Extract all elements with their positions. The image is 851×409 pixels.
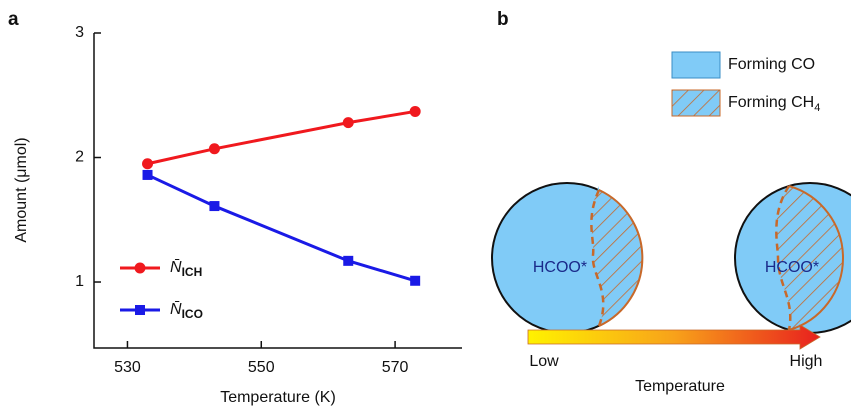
boundary	[775, 185, 792, 331]
axis-frame	[93, 33, 462, 349]
marker	[410, 275, 421, 286]
legend-label: N̄ICO	[170, 301, 203, 321]
legend-name: N̄	[170, 301, 182, 318]
legend-name: N̄	[170, 259, 182, 276]
line-chart: a Amount (μmol) Temperature (K) 1 2 3 530 55…	[8, 9, 462, 406]
series-line	[147, 109, 416, 166]
marker	[142, 158, 154, 170]
boundary	[590, 189, 605, 327]
legend-swatch	[671, 89, 721, 117]
x-tick-label: 530	[114, 359, 141, 376]
y-axis-label: Amount (μmol)	[13, 137, 30, 242]
circle-label: HCOO*	[765, 259, 819, 276]
legend-marker	[134, 262, 146, 274]
marker	[142, 169, 153, 180]
marker	[409, 105, 421, 117]
legend-label: Forming CO	[728, 56, 815, 73]
temperature-arrow	[527, 324, 821, 350]
marker	[208, 143, 220, 155]
arrow-label: Temperature	[635, 378, 725, 395]
circle-label: HCOO*	[533, 259, 587, 276]
ch4-region	[591, 186, 643, 326]
legend-swatch	[671, 51, 721, 79]
legend-label: N̄ICH	[170, 259, 202, 279]
marker	[343, 255, 354, 266]
series-line	[146, 173, 416, 283]
marker	[209, 201, 220, 212]
x-axis-label: Temperature (K)	[220, 389, 336, 406]
diagram: b Forming CO Forming CH4 HCOO* HCOO* Low…	[491, 9, 851, 395]
arrow-end-label: High	[790, 353, 823, 370]
y-tick-label: 1	[75, 273, 84, 290]
marker	[342, 117, 354, 129]
legend-subscript: ICH	[182, 265, 203, 279]
arrow-start-label: Low	[529, 353, 559, 370]
panel-label: a	[8, 9, 19, 30]
ch4-region	[776, 186, 844, 330]
region-edge	[788, 185, 844, 331]
y-tick-label: 2	[75, 149, 84, 166]
region-edge	[598, 189, 644, 327]
y-tick-label: 3	[75, 24, 84, 41]
panel-label: b	[497, 9, 509, 30]
x-tick-label: 550	[248, 359, 275, 376]
legend-subscript: ICO	[182, 307, 203, 321]
legend-label: Forming CH4	[728, 94, 820, 114]
x-tick-label: 570	[382, 359, 409, 376]
legend-marker	[135, 305, 145, 315]
